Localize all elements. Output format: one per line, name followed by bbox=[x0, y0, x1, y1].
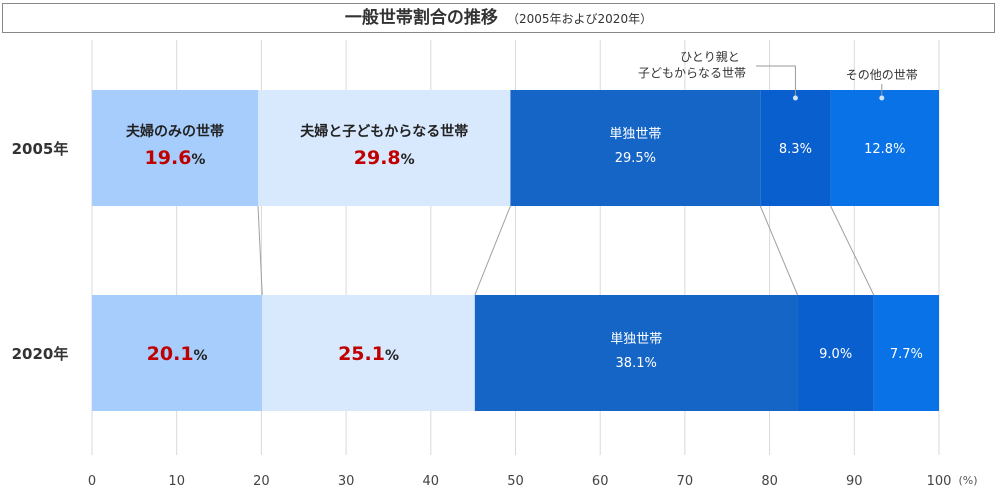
x-tick-label: 40 bbox=[423, 474, 440, 489]
connector-line bbox=[830, 205, 875, 296]
connector-line bbox=[759, 205, 799, 296]
x-tick-label: 30 bbox=[338, 474, 355, 489]
x-tick-label: 10 bbox=[168, 474, 185, 489]
bar-segment bbox=[873, 295, 939, 411]
annotation-label: ひとり親と bbox=[680, 50, 740, 64]
segment-name-label: 夫婦と子どもからなる世帯 bbox=[300, 123, 468, 140]
bar-segment bbox=[258, 90, 511, 206]
x-tick-label: 0 bbox=[88, 474, 96, 489]
x-tick-label: 90 bbox=[846, 474, 863, 489]
segment-name-label: 夫婦のみの世帯 bbox=[126, 123, 224, 140]
chart-title: 一般世帯割合の推移 bbox=[344, 8, 498, 28]
segment-value-label: 29.8% bbox=[354, 147, 415, 169]
bar-segment bbox=[262, 295, 475, 411]
segment-value-label: 7.7% bbox=[890, 347, 923, 362]
x-tick-label: 60 bbox=[592, 474, 609, 489]
segment-value-label: 19.6% bbox=[145, 147, 206, 169]
y-category-label: 2005年 bbox=[12, 140, 69, 158]
segment-value-label: 9.0% bbox=[819, 347, 852, 362]
x-tick-label: 20 bbox=[253, 474, 270, 489]
segment-value-label: 8.3% bbox=[779, 142, 812, 157]
segment-value-label: 20.1% bbox=[147, 343, 208, 365]
bar-segment bbox=[474, 295, 798, 411]
y-category-label: 2020年 bbox=[12, 345, 69, 363]
segment-value-label: 29.5% bbox=[615, 151, 656, 166]
chart-title-box: 一般世帯割合の推移 （2005年および2020年） bbox=[2, 3, 995, 33]
segment-name-label: 単独世帯 bbox=[610, 331, 662, 347]
chart-subtitle: （2005年および2020年） bbox=[507, 12, 653, 26]
bar-segment bbox=[510, 90, 761, 206]
x-tick-label: 50 bbox=[507, 474, 524, 489]
connector-line bbox=[474, 205, 511, 296]
x-tick-label: 100 bbox=[927, 474, 952, 489]
segment-value-label: 38.1% bbox=[616, 356, 657, 371]
segment-value-label: 25.1% bbox=[338, 343, 399, 365]
segment-value-label: 12.8% bbox=[864, 142, 905, 157]
bar-segment bbox=[92, 295, 263, 411]
bar-segment bbox=[797, 295, 874, 411]
x-tick-label: 80 bbox=[761, 474, 778, 489]
bar-segment bbox=[92, 90, 259, 206]
segment-name-label: 単独世帯 bbox=[609, 126, 661, 142]
x-unit-label: (%) bbox=[958, 474, 977, 487]
x-tick-label: 70 bbox=[677, 474, 694, 489]
annotation-label: その他の世帯 bbox=[846, 68, 918, 82]
bar-segment bbox=[760, 90, 831, 206]
annotation-marker bbox=[792, 95, 798, 101]
annotation-leader-line bbox=[756, 65, 796, 97]
annotation-marker bbox=[879, 95, 885, 101]
bar-segment bbox=[830, 90, 939, 206]
connector-line bbox=[257, 205, 263, 296]
annotation-label: 子どもからなる世帯 bbox=[638, 66, 746, 80]
